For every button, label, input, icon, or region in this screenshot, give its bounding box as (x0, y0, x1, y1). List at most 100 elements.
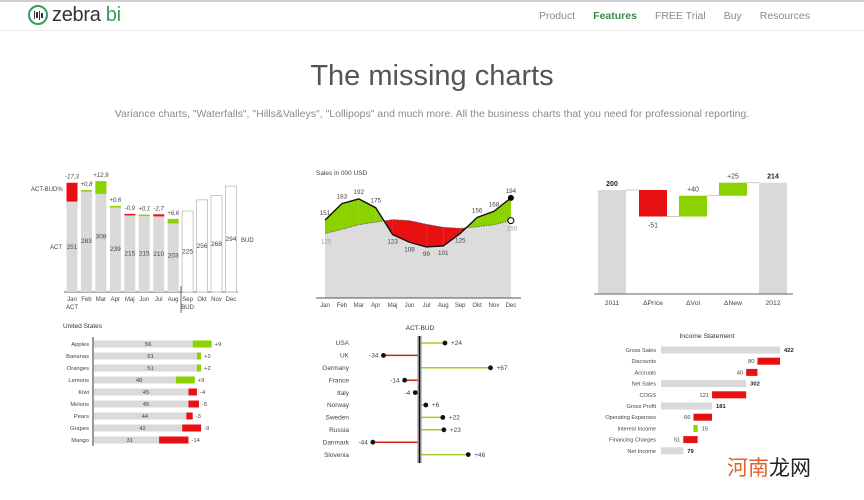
category-label: Kiwi (78, 390, 89, 396)
logo[interactable]: zebra bi (28, 5, 121, 25)
variance-label: +6,6 (167, 211, 180, 217)
nav-features[interactable]: Features (593, 10, 637, 22)
month-label: Nov (489, 303, 500, 309)
value-label: 42 (139, 426, 145, 432)
category-label: Gross Profit (626, 404, 656, 410)
act-bar (138, 214, 150, 292)
delta-bar (693, 424, 698, 432)
variance-area (477, 211, 494, 227)
logo-text: zebra bi (52, 5, 121, 25)
budget-value-label: 150 (507, 226, 518, 233)
actual-value-label: 192 (354, 189, 365, 196)
lollipop-dot (488, 365, 493, 371)
variance-label: +0,1 (138, 207, 150, 213)
variance-label: -17,3 (65, 175, 79, 181)
bud-bar (210, 195, 223, 293)
budget-value-label: 125 (321, 239, 332, 246)
month-label: Sep (455, 303, 466, 309)
delta-label: 15 (702, 426, 708, 432)
variance-label: +2 (204, 354, 211, 360)
actual-value-label: 183 (337, 194, 348, 201)
actual-value-label: 125 (455, 238, 466, 245)
value-label: +22 (449, 415, 460, 422)
total-bar (661, 380, 747, 388)
category-label: ΔNew (724, 300, 742, 307)
variance-bar (167, 218, 179, 224)
variance-area (409, 220, 427, 247)
value-label: +23 (450, 427, 461, 434)
page-title: The missing charts (310, 60, 554, 92)
delta-bar (679, 195, 707, 217)
logo-word: zebra (52, 4, 101, 26)
variance-label: -0,9 (125, 206, 136, 212)
category-label: COGS (640, 393, 657, 399)
nav-product[interactable]: Product (538, 10, 576, 22)
total-bar (661, 402, 713, 410)
category-label: Financing Charges (609, 438, 656, 444)
category-label: Net Income (627, 449, 656, 455)
variance-area (426, 224, 444, 247)
variance-row-label: ACT-BUD% (31, 187, 63, 193)
act-value-label: 251 (67, 244, 78, 251)
delta-bar (719, 182, 747, 196)
chart-title: United States (63, 323, 103, 330)
delta-label: 66 (684, 415, 690, 421)
variance-area (494, 197, 511, 225)
value-label: 45 (143, 402, 149, 408)
main-nav: Product Features FREE Trial Buy Resource… (539, 10, 810, 22)
delta-bar (693, 413, 713, 421)
nav-free-trial[interactable]: FREE Trial (654, 10, 706, 22)
variance-label: +0,6 (109, 198, 122, 204)
variance-area (341, 198, 359, 230)
month-label: Feb (81, 297, 92, 303)
budget-end-marker (507, 217, 515, 225)
actual-value-label: 168 (489, 201, 500, 208)
month-label: Nov (211, 297, 222, 303)
month-label: Aug (438, 303, 449, 309)
logo-accent: bi (105, 4, 121, 26)
variance-label: +9 (198, 378, 205, 384)
month-label: Apr (111, 297, 120, 303)
month-label: Dec (506, 303, 517, 309)
watermark-part1: 河南 (727, 456, 769, 480)
value-label: +46 (474, 452, 485, 459)
value-bar (94, 352, 197, 360)
variance-label: +12,9 (93, 173, 109, 179)
category-label: Danmark (323, 439, 350, 446)
variance-label: -5 (202, 402, 207, 408)
variance-bar (95, 181, 107, 194)
month-label: Mar (354, 303, 364, 309)
value-label: +67 (497, 365, 508, 372)
category-label: Apples (71, 342, 89, 348)
variance-area (325, 203, 342, 234)
category-label: Pears (74, 414, 89, 420)
month-label: Jan (67, 297, 77, 303)
category-label: Interest Income (617, 426, 656, 432)
variance-bar (124, 213, 136, 216)
total-label: 79 (687, 449, 694, 455)
variance-label: +9 (215, 342, 222, 348)
lollipop-dot (381, 353, 386, 358)
delta-bar (712, 391, 747, 399)
value-label: 51 (147, 366, 153, 372)
delta-label: +40 (687, 187, 699, 194)
category-label: 2012 (765, 300, 780, 307)
lollipop-dot (412, 390, 418, 395)
nav-buy[interactable]: Buy (723, 10, 742, 22)
value-label: -14 (390, 377, 400, 384)
value-label: +6 (432, 402, 440, 409)
lollipop-dot (402, 377, 408, 383)
category-label: USA (336, 340, 350, 347)
bud-bar (196, 199, 208, 293)
total-label: 200 (606, 181, 618, 188)
variance-label: -3 (196, 414, 201, 420)
month-label: Mar (96, 297, 106, 303)
variance-bar (188, 388, 197, 396)
month-label: Sep (182, 297, 193, 303)
act-bar (80, 190, 92, 292)
nav-resources[interactable]: Resources (759, 10, 810, 22)
chart-title: ACT-BUD (406, 325, 435, 332)
zebra-logo-icon (28, 5, 48, 25)
value-bar (94, 388, 189, 396)
month-label: Jun (139, 297, 149, 303)
